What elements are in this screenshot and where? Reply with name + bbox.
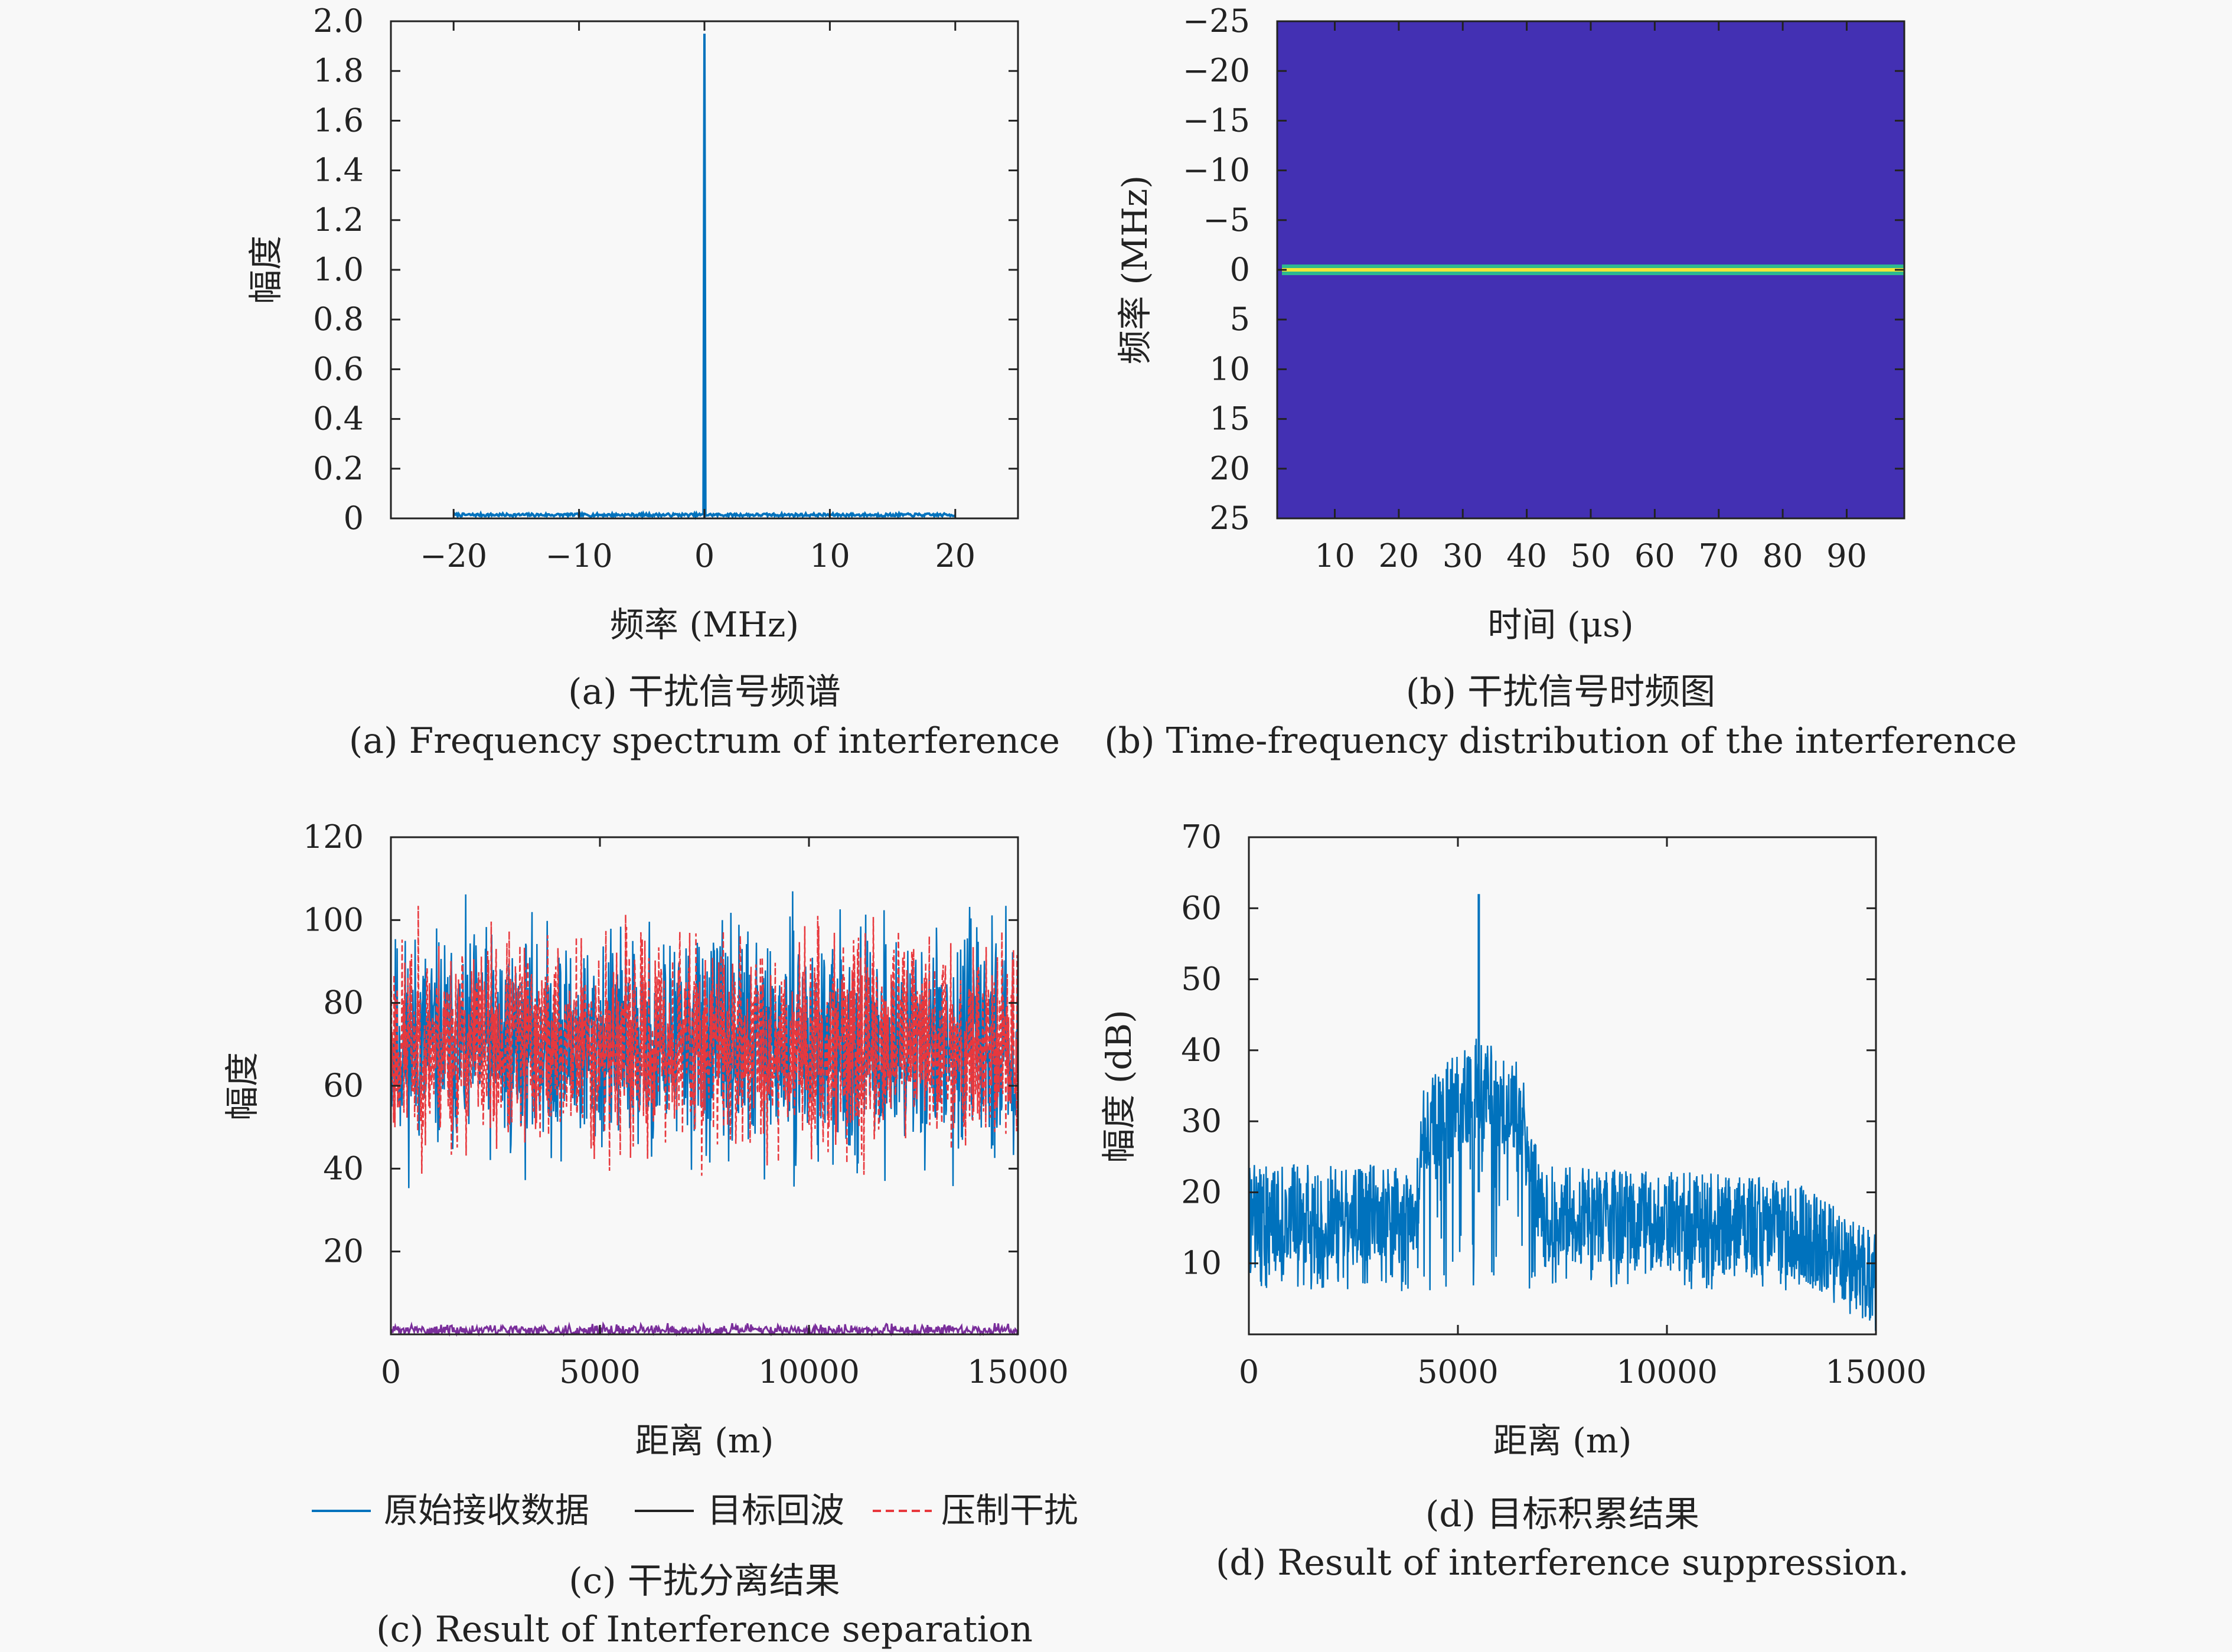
panel-a-ytick-label: 1.2 <box>313 201 364 239</box>
panel-d-axes-box <box>1248 836 1877 1336</box>
panel-c-ylabel: 幅度 <box>222 1052 262 1121</box>
panel-b-ytick-label: 0 <box>1230 251 1250 288</box>
panel-c-legend: 原始接收数据 目标回波 压制干扰 <box>312 1490 1078 1530</box>
panel-b-ytick-label: −15 <box>1183 102 1250 139</box>
panel-b-ylabel: 频率 (MHz) <box>1115 175 1155 364</box>
panel-d-ytick-label: 30 <box>1181 1102 1222 1140</box>
panel-c-ytick-label: 60 <box>323 1067 364 1104</box>
panel-b-ytick-label: −5 <box>1203 201 1250 239</box>
panel-b-ytick-label: 15 <box>1209 400 1250 438</box>
panel-b-ytick-label: −20 <box>1183 52 1250 89</box>
panel-c-caption-en: (c) Result of Interference separation <box>376 1609 1033 1650</box>
panel-b-xtick-label: 70 <box>1698 537 1739 574</box>
panel-b-plot <box>1282 265 1904 275</box>
panel-a-ytick-label: 0.8 <box>313 301 364 338</box>
panel-a-ytick-label: 0.6 <box>313 350 364 387</box>
panel-c-xtick-label: 0 <box>381 1353 401 1390</box>
panel-c-xtick-label: 15000 <box>967 1353 1069 1390</box>
legend-label: 原始接收数据 <box>384 1490 589 1530</box>
panel-d: 0 5000 10000 15000 10 20 30 40 50 60 70 距离 (m) 幅度 … <box>1099 818 1927 1584</box>
panel-a-xtick-label: 10 <box>810 537 850 574</box>
panel-d-xlabel: 距离 (m) <box>1493 1421 1632 1461</box>
panel-b-caption-en: (b) Time-frequency distribution of the i… <box>1104 720 2016 762</box>
panel-a-xlabel: 频率 (MHz) <box>610 605 799 645</box>
panel-d-ytick-label: 60 <box>1181 889 1222 926</box>
panel-d-xtick-label: 0 <box>1239 1353 1259 1390</box>
panel-d-xtick-label: 5000 <box>1417 1353 1498 1390</box>
panel-a-xtick-label: −20 <box>420 537 487 574</box>
panel-b-band-core <box>1282 268 1904 272</box>
panel-a-ytick-label: 1.4 <box>313 152 364 189</box>
panel-a-ytick-label: 0.2 <box>313 450 364 487</box>
panel-b-xlabel: 时间 (μs) <box>1487 605 1633 645</box>
panel-b-xtick-label: 30 <box>1443 537 1483 574</box>
panel-d-ytick-label: 70 <box>1181 818 1222 856</box>
panel-d-series-line <box>1248 1039 1877 1331</box>
panel-b-xtick-label: 20 <box>1379 537 1420 574</box>
panel-c-ytick-label: 80 <box>323 984 364 1021</box>
panel-c-caption-cn: (c) 干扰分离结果 <box>569 1560 840 1602</box>
panel-c-plot <box>390 891 1019 1337</box>
panel-a-caption-cn: (a) 干扰信号频谱 <box>568 671 841 713</box>
panel-d-ytick-label: 20 <box>1181 1173 1222 1210</box>
panel-b-xtick-label: 60 <box>1634 537 1675 574</box>
panel-b-xtick-label: 50 <box>1571 537 1611 574</box>
panel-c-ytick-label: 40 <box>323 1150 364 1187</box>
panel-d-xtick-label: 15000 <box>1825 1353 1927 1390</box>
panel-c-xlabel: 距离 (m) <box>635 1421 774 1461</box>
panel-b-ytick-label: 20 <box>1209 450 1250 487</box>
panel-d-ytick-label: 50 <box>1181 961 1222 998</box>
panel-b-xtick-label: 80 <box>1763 537 1803 574</box>
panel-b-ytick-label: 10 <box>1209 350 1250 387</box>
panel-b-caption-cn: (b) 干扰信号时频图 <box>1406 671 1715 713</box>
panel-d-xtick-label: 10000 <box>1616 1353 1718 1390</box>
panel-d-ytick-label: 40 <box>1181 1031 1222 1069</box>
panel-d-caption-cn: (d) 目标积累结果 <box>1425 1494 1699 1535</box>
panel-a-ylabel: 幅度 <box>246 236 286 304</box>
panel-b-xtick-label: 10 <box>1314 537 1355 574</box>
panel-d-ytick-label: 10 <box>1181 1245 1222 1282</box>
panel-c-xtick-label: 10000 <box>758 1353 860 1390</box>
legend-label: 压制干扰 <box>941 1490 1078 1530</box>
panel-a-ytick-label: 0 <box>344 499 364 537</box>
panel-a-xtick-label: 20 <box>935 537 975 574</box>
panel-c-xtick-label: 5000 <box>559 1353 640 1390</box>
panel-a-xtick-label: 0 <box>694 537 714 574</box>
panel-c-ytick-label: 20 <box>323 1233 364 1270</box>
panel-a-caption-en: (a) Frequency spectrum of interference <box>349 720 1060 762</box>
panel-a-ytick-label: 1.0 <box>313 251 364 288</box>
legend-label: 目标回波 <box>707 1490 844 1530</box>
panel-b-xtick-label: 90 <box>1826 537 1867 574</box>
panel-c-ytick-label: 100 <box>303 901 364 938</box>
panel-a-ytick-label: 1.6 <box>313 102 364 139</box>
panel-b-ytick-label: 5 <box>1230 301 1250 338</box>
panel-d-plot <box>1248 894 1877 1331</box>
panel-b-ytick-label: −10 <box>1183 152 1250 189</box>
panel-a-plot <box>452 34 956 520</box>
panel-a-ytick-label: 0.4 <box>313 400 364 438</box>
panel-d-ylabel: 幅度 (dB) <box>1099 1010 1139 1163</box>
panel-a-xtick-label: −10 <box>546 537 613 574</box>
panel-b-xtick-label: 40 <box>1506 537 1547 574</box>
panel-d-caption-en: (d) Result of interference suppression. <box>1216 1542 1909 1584</box>
panel-a: −20 −10 0 10 20 0 0.2 0.4 0.6 0.8 1.0 1.2 1.4 1.6 1.8 2… <box>246 2 1060 762</box>
panel-b-ytick-label: −25 <box>1183 2 1250 40</box>
panel-c-series-jamming <box>390 906 1019 1176</box>
panel-c-ytick-label: 120 <box>303 818 364 856</box>
panel-a-ytick-label: 2.0 <box>313 2 364 40</box>
panel-b: 10 20 30 40 50 60 70 80 90 −25 −20 −15 −10 −5 0 5 10 15 20… <box>1104 2 2016 762</box>
panel-a-ytick-label: 1.8 <box>313 52 364 89</box>
panel-b-ytick-label: 25 <box>1209 499 1250 537</box>
panel-c-series-echo <box>390 1321 1019 1337</box>
